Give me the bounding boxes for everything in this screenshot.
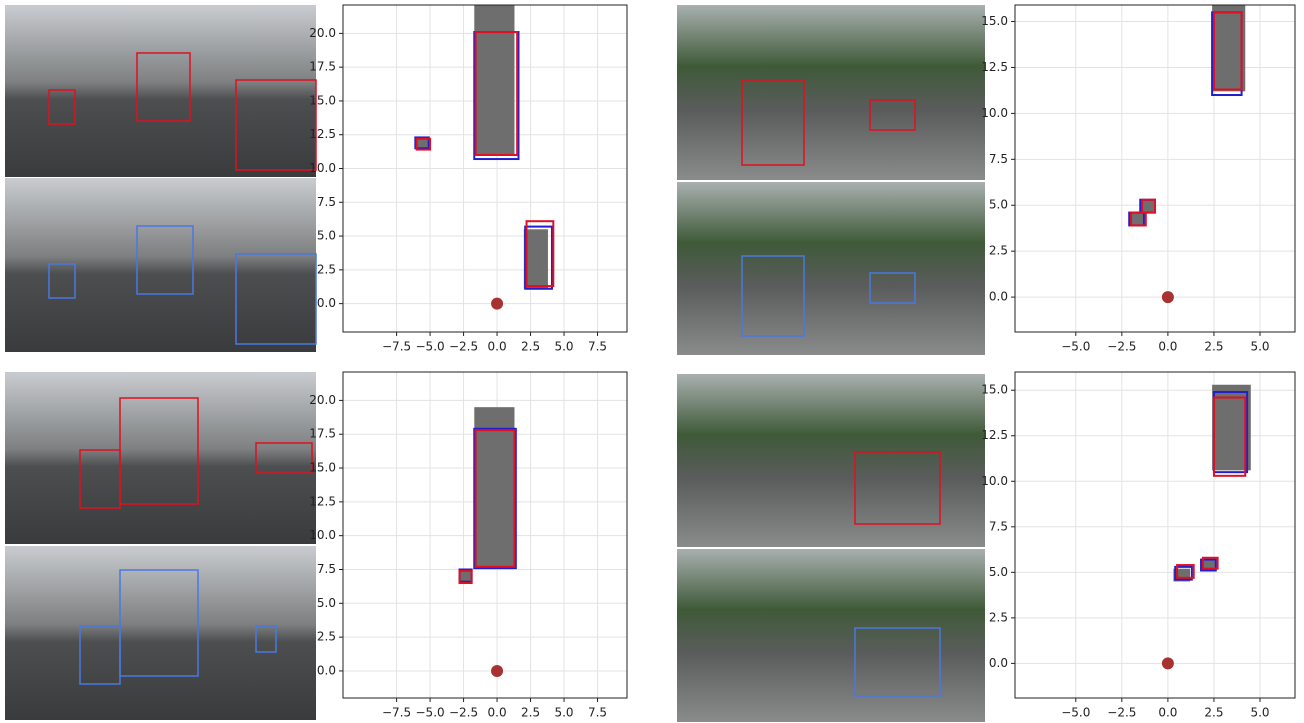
x-tick-label: −2.5 (1107, 706, 1136, 720)
y-tick-label: 15.0 (309, 461, 336, 475)
x-tick-label: 5.0 (1250, 706, 1269, 720)
x-tick-label: 2.5 (1204, 340, 1223, 354)
box-filled (474, 407, 514, 568)
x-tick-label: −5.0 (1061, 340, 1090, 354)
y-tick-label: 17.5 (309, 427, 336, 441)
y-tick-label: 12.5 (309, 494, 336, 508)
ego-vehicle (491, 665, 503, 677)
y-tick-label: 10.0 (309, 161, 336, 175)
x-tick-label: −5.0 (416, 706, 445, 720)
x-tick-label: −2.5 (1107, 340, 1136, 354)
y-tick-label: 5.0 (317, 596, 336, 610)
x-tick-label: −2.5 (449, 706, 478, 720)
plot-area (415, 0, 553, 310)
y-tick-label: 17.5 (309, 60, 336, 74)
x-tick-label: 5.0 (554, 706, 573, 720)
y-tick-label: 20.0 (309, 26, 336, 40)
y-tick-label: 12.5 (309, 127, 336, 141)
x-tick-label: 5.0 (554, 340, 573, 354)
bev-plot: −7.5 −5.0 −2.5 0.0 2.5 5.0 7.5 0.0 2.5 5.0 7.5 10.0… (309, 0, 627, 354)
bev-plot: −5.0 −2.5 0.0 2.5 5.0 0.0 2.5 5.0 7.5 10.0 12.5 15.… (981, 372, 1295, 720)
photo (677, 374, 985, 547)
y-tick-label: 10.0 (981, 106, 1008, 120)
photo (5, 5, 316, 177)
y-tick-label: 2.5 (989, 610, 1008, 624)
plot-area (460, 407, 516, 677)
x-tick-label: −5.0 (1061, 706, 1090, 720)
y-tick-label: 20.0 (309, 393, 336, 407)
bev-plot: −5.0 −2.5 0.0 2.5 5.0 0.0 2.5 5.0 7.5 10.0 12.5 15.… (981, 0, 1295, 353)
y-tick-label: 10.0 (309, 528, 336, 542)
x-tick-label: 0.0 (488, 706, 507, 720)
ego-vehicle (491, 298, 503, 310)
axes-frame (1015, 372, 1295, 698)
bev-plot: −7.5 −5.0 −2.5 0.0 2.5 5.0 7.5 0.0 2.5 5.0 7.5 10.0… (309, 372, 627, 720)
x-tick-label: 7.5 (588, 706, 607, 720)
x-tick-label: 2.5 (1204, 706, 1223, 720)
y-tick-label: 5.0 (317, 229, 336, 243)
y-tick-label: 0.0 (989, 290, 1008, 304)
y-tick-label: 2.5 (989, 244, 1008, 258)
y-tick-label: 15.0 (309, 93, 336, 107)
y-tick-label: 0.0 (317, 663, 336, 677)
photo (5, 178, 316, 352)
y-tick-label: 0.0 (989, 656, 1008, 670)
box-filled (474, 0, 514, 155)
y-tick-label: 7.5 (989, 519, 1008, 533)
y-tick-label: 15.0 (981, 14, 1008, 28)
x-tick-label: −7.5 (382, 706, 411, 720)
y-tick-label: 12.5 (981, 428, 1008, 442)
y-tick-label: 15.0 (981, 383, 1008, 397)
y-tick-label: 7.5 (317, 562, 336, 576)
x-tick-label: 5.0 (1250, 340, 1269, 354)
plot-area (1129, 0, 1245, 303)
photo (5, 546, 316, 720)
x-tick-label: −2.5 (449, 340, 478, 354)
y-tick-label: 2.5 (317, 262, 336, 276)
x-tick-label: 2.5 (521, 340, 540, 354)
x-tick-label: −5.0 (416, 340, 445, 354)
x-tick-label: 0.0 (1158, 340, 1177, 354)
x-tick-label: 0.0 (488, 340, 507, 354)
x-tick-label: 0.0 (1158, 706, 1177, 720)
x-tick-label: 7.5 (588, 340, 607, 354)
y-tick-label: 7.5 (989, 152, 1008, 166)
y-tick-label: 7.5 (317, 195, 336, 209)
y-tick-label: 5.0 (989, 565, 1008, 579)
figure: −7.5 −5.0 −2.5 0.0 2.5 5.0 7.5 0.0 2.5 5.0 7.5 10.0… (0, 0, 1304, 723)
photo (677, 182, 985, 355)
box-filled (1212, 0, 1245, 91)
ego-vehicle (1162, 657, 1174, 669)
y-tick-label: 2.5 (317, 630, 336, 644)
axes-frame (1015, 5, 1295, 332)
y-tick-label: 5.0 (989, 198, 1008, 212)
y-tick-label: 0.0 (317, 296, 336, 310)
y-tick-label: 12.5 (981, 60, 1008, 74)
photo (677, 5, 985, 180)
y-tick-label: 10.0 (981, 474, 1008, 488)
x-tick-label: 2.5 (521, 706, 540, 720)
x-tick-label: −7.5 (382, 340, 411, 354)
ego-vehicle (1162, 291, 1174, 303)
